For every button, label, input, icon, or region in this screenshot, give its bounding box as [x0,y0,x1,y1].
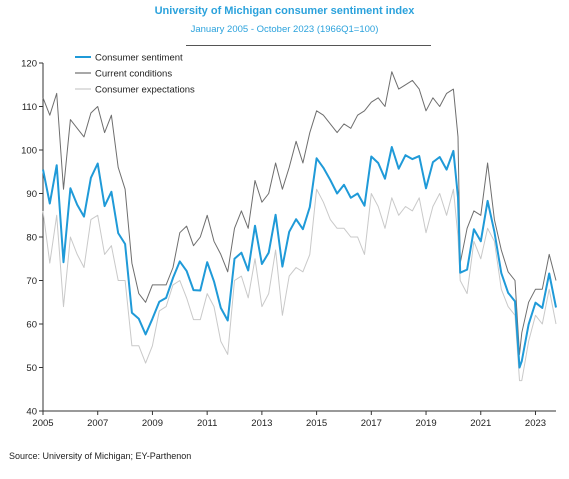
y-tick-label: 50 [26,363,37,374]
title-divider [186,45,431,46]
y-tick-label: 80 [26,233,37,244]
y-tick-label: 60 [26,320,37,331]
y-tick-label: 90 [26,189,37,200]
legend-label: Current conditions [95,69,172,80]
legend-label: Consumer sentiment [95,53,183,64]
series-line-current-conditions [42,71,557,355]
x-tick-label: 2007 [87,418,108,429]
y-tick-label: 70 [26,276,37,287]
x-tick-label: 2017 [361,418,382,429]
legend-label: Consumer expectations [95,85,195,96]
x-tick-label: 2005 [32,418,53,429]
x-tick-label: 2023 [525,418,546,429]
x-tick-label: 2009 [142,418,163,429]
y-tick-label: 110 [22,102,37,113]
x-tick-label: 2011 [197,418,217,429]
series-line-consumer-sentiment [42,146,557,369]
chart-subtitle: January 2005 - October 2023 (1966Q1=100) [190,24,379,35]
source-note: Source: University of Michigan; EY-Parth… [9,451,192,461]
x-tick-label: 2019 [415,418,436,429]
y-tick-label: 120 [21,59,37,70]
y-tick-label: 100 [21,146,37,157]
y-tick-label: 40 [26,407,37,418]
series-line-consumer-expectations [42,188,557,382]
x-tick-label: 2015 [306,418,327,429]
x-tick-label: 2013 [251,418,272,429]
chart-title: University of Michigan consumer sentimen… [154,5,415,17]
x-tick-label: 2021 [470,418,491,429]
